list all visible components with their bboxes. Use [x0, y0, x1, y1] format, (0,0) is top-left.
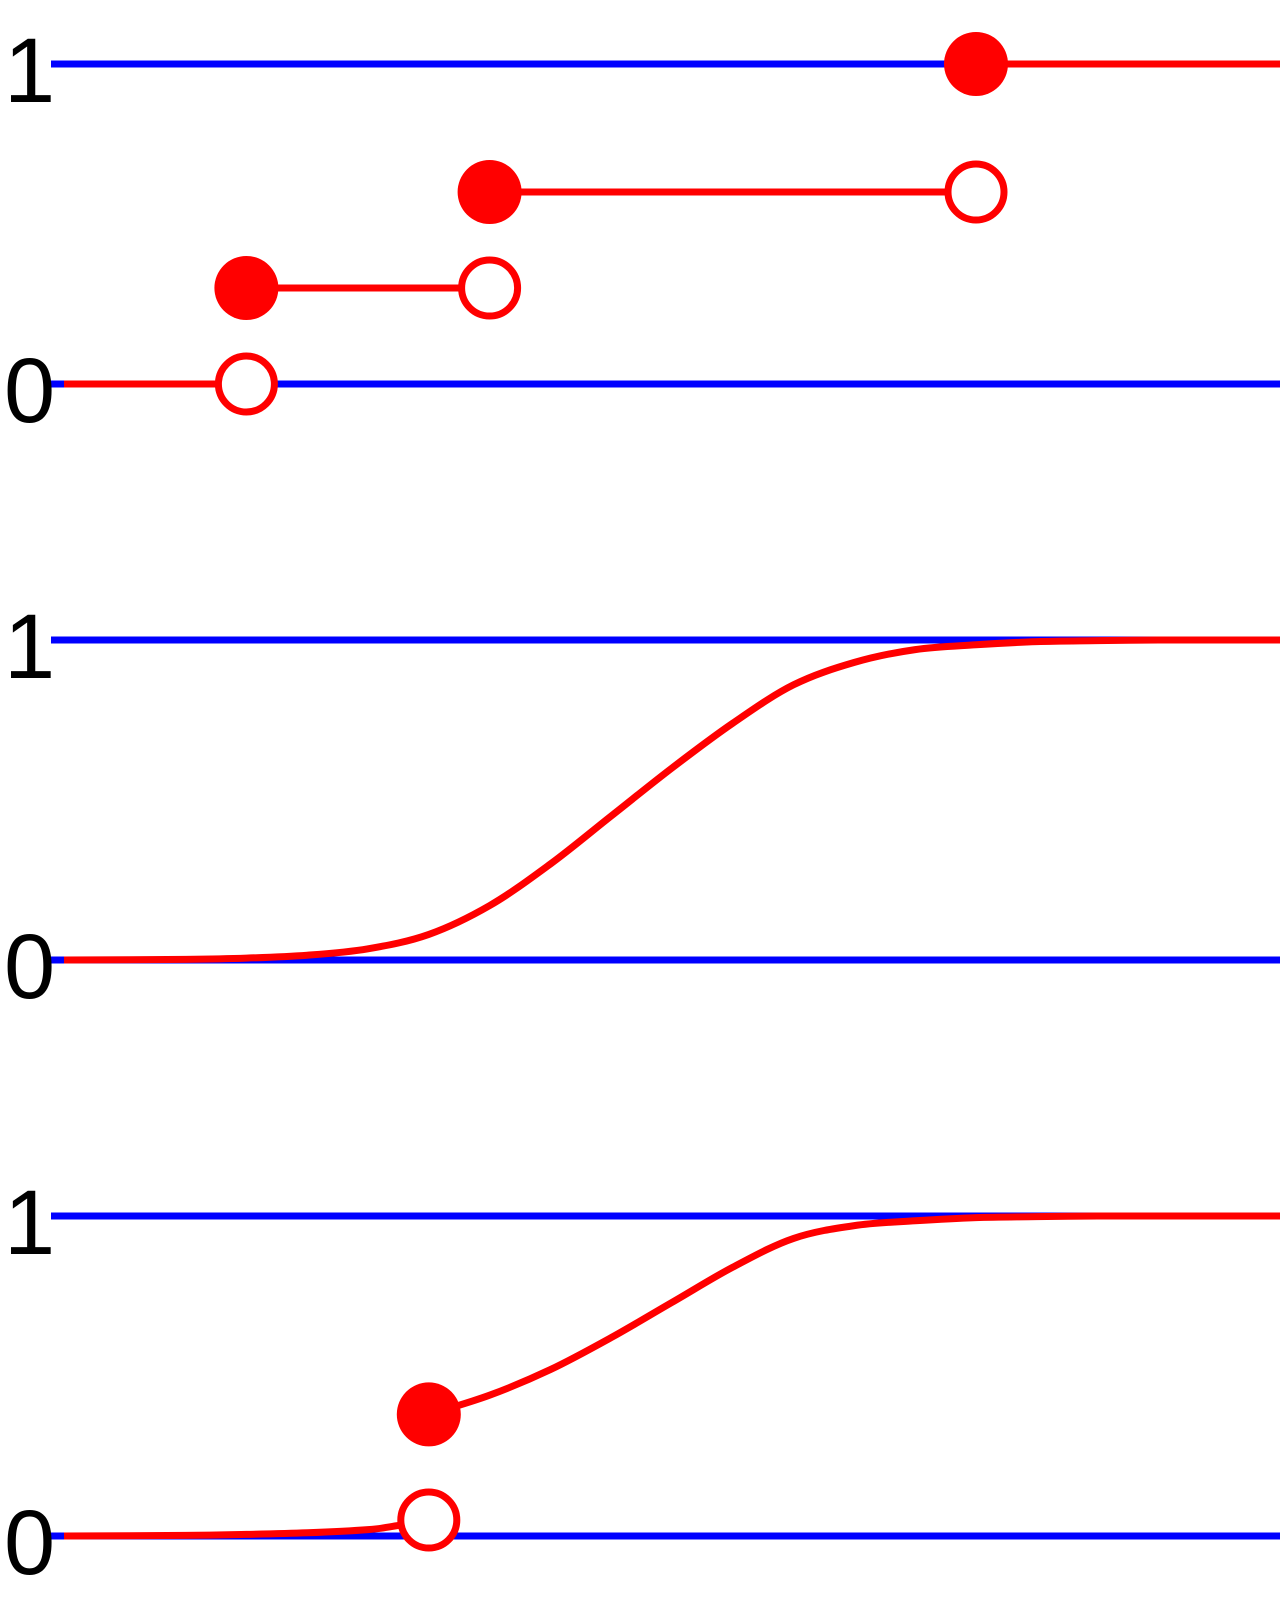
panel-3-series-2-curve — [427, 1212, 1280, 1418]
panel-3-y-tick-label-0: 0 — [4, 1492, 55, 1594]
panel-1-series-1-step-3-start-closed-point — [457, 160, 522, 224]
panel-1-series-1-step-2-end-open-point — [458, 256, 522, 320]
panel-1-series-1-step-4-start-closed-point — [944, 32, 1008, 96]
panel-1-series-1-step-1-end-open-point — [214, 352, 278, 416]
panel-1-series-1-step-3-end-open-point — [944, 160, 1008, 224]
panel-2-y-tick-label-0: 0 — [4, 916, 55, 1018]
panel-3-y-tick-label-1: 1 — [4, 1172, 55, 1274]
panel-2-y-tick-label-1: 1 — [4, 596, 55, 698]
panel-1-y-tick-label-0: 0 — [4, 340, 55, 442]
panel-3-series-2-start-closed-point — [396, 1382, 461, 1447]
panel-1-series-1-step-2-start-closed-point — [214, 256, 279, 320]
panel-2-series-1-curve — [63, 636, 1280, 964]
panel-3-series-1-curve — [63, 1516, 430, 1540]
panel-3-series-1-end-open-point — [397, 1488, 461, 1552]
panel-1-y-tick-label-1: 1 — [4, 20, 55, 122]
